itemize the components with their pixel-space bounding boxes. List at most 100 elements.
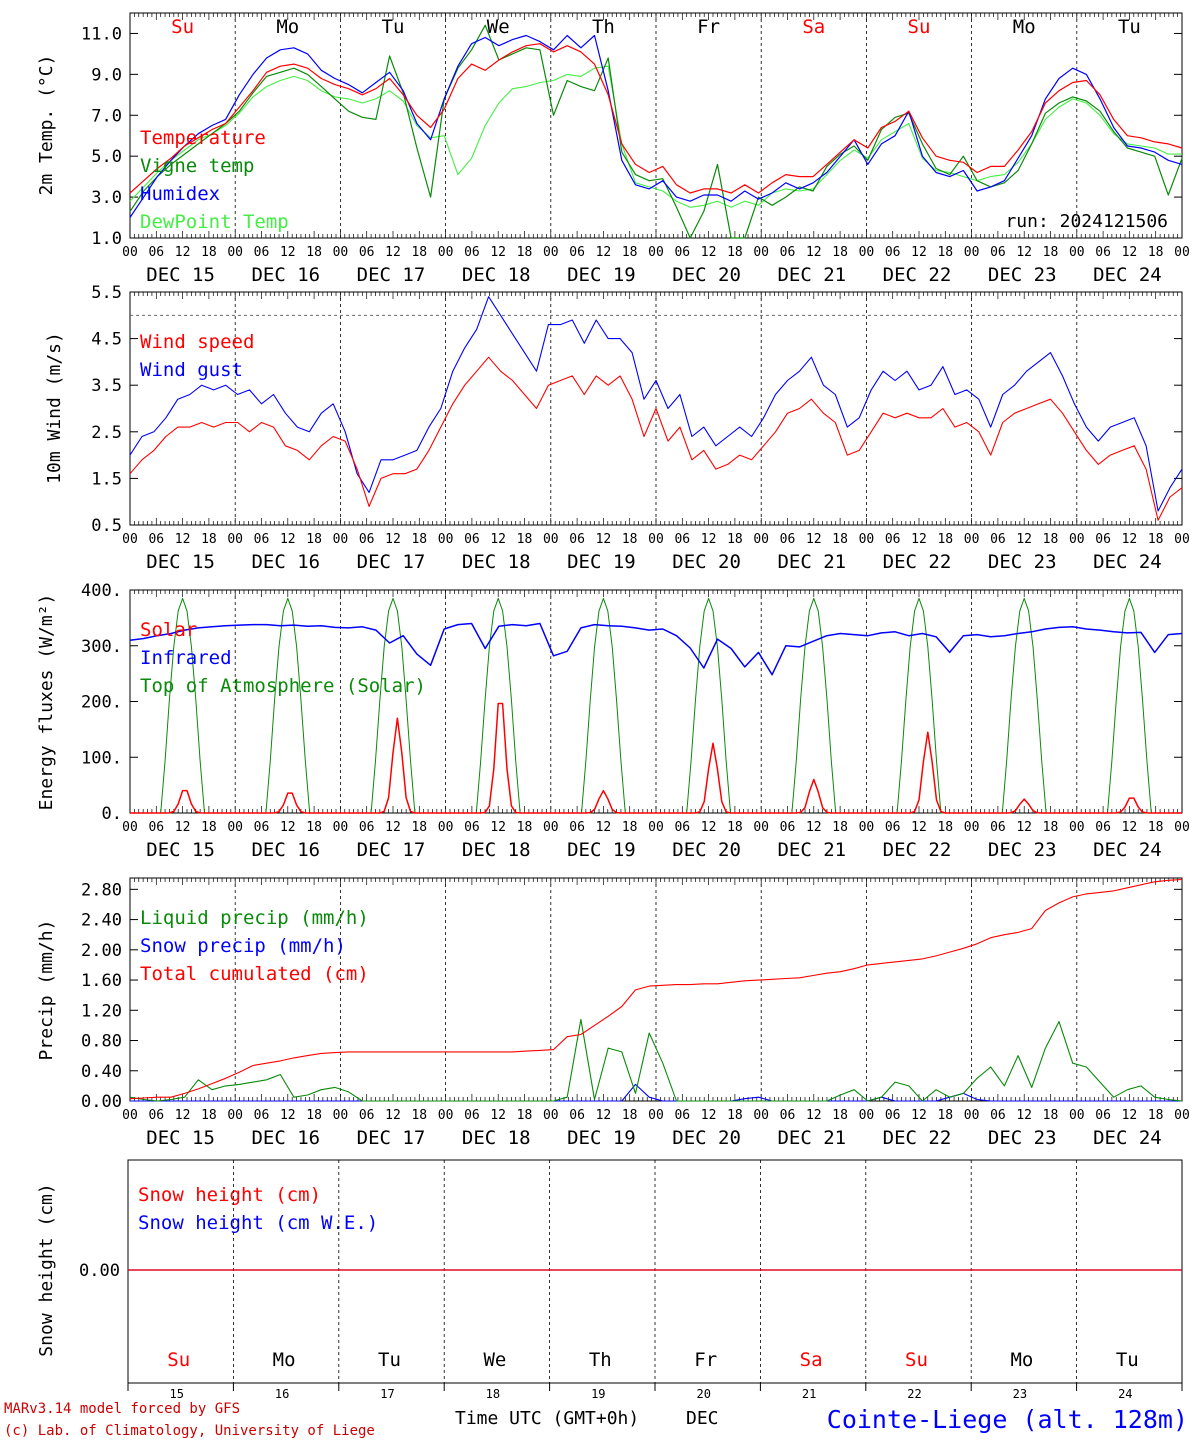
temperature-ylabel: 2m Temp. (°C)	[36, 55, 57, 196]
hour-label: 06	[569, 245, 585, 260]
hour-label: 18	[727, 820, 743, 835]
y-tick-label: 2.00	[81, 941, 122, 961]
hour-label: 12	[490, 532, 506, 547]
hour-label: 06	[569, 820, 585, 835]
hour-label: 06	[569, 1108, 585, 1123]
hour-label: 00	[122, 820, 138, 835]
hour-label: 06	[885, 245, 901, 260]
hour-label: 12	[701, 245, 717, 260]
y-tick-label: 9.0	[91, 65, 122, 85]
hour-label: 06	[359, 532, 375, 547]
weekday-label: Fr	[694, 1349, 717, 1371]
hour-label: 12	[701, 820, 717, 835]
hour-label: 06	[254, 1108, 270, 1123]
hour-label: 00	[122, 532, 138, 547]
hour-label: 12	[490, 1108, 506, 1123]
weekday-label: We	[483, 1349, 506, 1371]
hour-label: 18	[937, 820, 953, 835]
date-label: DEC 20	[672, 551, 741, 573]
date-label: DEC 20	[672, 1127, 741, 1149]
hour-label: 12	[385, 245, 401, 260]
hour-label: 12	[806, 1108, 822, 1123]
x-axis-month: DEC	[686, 1408, 719, 1429]
date-label: DEC 24	[1093, 1127, 1162, 1149]
hour-label: 18	[201, 245, 217, 260]
hour-label: 06	[780, 1108, 796, 1123]
legend-liquid-precip: Liquid precip (mm/h)	[140, 907, 369, 929]
weekday-label: Th	[589, 1349, 612, 1371]
precip-panel: 00 06 12 18 00 06 12 18 00 06 12 18 00 06 12 18 00 06 12 18…	[36, 877, 1190, 1149]
hour-label: 06	[885, 820, 901, 835]
hour-label: 00	[1069, 820, 1085, 835]
hour-label: 00	[859, 532, 875, 547]
hour-label: 18	[201, 1108, 217, 1123]
hour-label: 12	[385, 532, 401, 547]
energy-legend: Solar Infrared Top of Atmosphere (Solar)	[140, 619, 426, 697]
date-label: DEC 21	[777, 839, 846, 861]
hour-label: 18	[517, 1108, 533, 1123]
legend-snow-height-we: Snow height (cm W.E.)	[138, 1212, 378, 1234]
weekday-label: Mo	[276, 16, 299, 38]
hour-label: 12	[490, 245, 506, 260]
hour-label: 00	[122, 245, 138, 260]
hour-label: 00	[438, 532, 454, 547]
date-label: DEC 15	[146, 839, 215, 861]
hour-label: 06	[464, 245, 480, 260]
solar-line	[130, 702, 1182, 814]
hour-label: 18	[1148, 245, 1164, 260]
date-label: DEC 19	[567, 1127, 636, 1149]
hour-label: 18	[201, 820, 217, 835]
hour-label: 06	[464, 1108, 480, 1123]
day-number: 15	[169, 1387, 183, 1401]
hour-label: 12	[175, 532, 191, 547]
hour-label: 18	[411, 245, 427, 260]
plot-area: 00 06 12 18 00 06 12 18 00 06 12 18 00 06 12 18 00 06 12 18…	[91, 283, 1190, 573]
weekday-label: Th	[592, 16, 615, 38]
legend-temperature: Temperature	[140, 127, 266, 149]
y-tick-label: 0.80	[81, 1032, 122, 1052]
footer: MARv3.14 model forced by GFS (c) Lab. of…	[4, 1401, 1188, 1439]
hour-label: 18	[937, 1108, 953, 1123]
temperature-frame	[129, 12, 1183, 239]
hour-label: 18	[1043, 820, 1059, 835]
y-tick-label: 2.5	[91, 423, 122, 443]
hour-label: 06	[148, 820, 164, 835]
y-tick-label: 7.0	[91, 106, 122, 126]
lab-credit: (c) Lab. of Climatology, University of L…	[4, 1423, 375, 1439]
hour-label: 06	[1095, 1108, 1111, 1123]
day-number: 21	[802, 1387, 816, 1401]
date-label: DEC 19	[567, 264, 636, 286]
hour-label: 00	[753, 245, 769, 260]
hour-label: 00	[1069, 245, 1085, 260]
hour-label: 06	[780, 245, 796, 260]
weekday-label: Su	[908, 16, 931, 38]
hour-label: 06	[1095, 245, 1111, 260]
day-number: 17	[380, 1387, 394, 1401]
day-number: 22	[907, 1387, 921, 1401]
hour-label: 06	[1095, 532, 1111, 547]
hour-label: 06	[569, 532, 585, 547]
hour-label: 06	[148, 532, 164, 547]
y-tick-label: 1.20	[81, 1001, 122, 1021]
hour-label: 06	[1095, 820, 1111, 835]
hour-label: 00	[227, 1108, 243, 1123]
date-label: DEC 21	[777, 264, 846, 286]
y-tick-label: 0.00	[81, 1092, 122, 1112]
hour-label: 18	[832, 1108, 848, 1123]
plot-area: 00 06 12 18 00 06 12 18 00 06 12 18 00 06 12 18 00 06 12 18…	[81, 581, 1190, 861]
hour-label: 00	[438, 820, 454, 835]
total-cumulated-cm--line	[129, 878, 1183, 1100]
weekday-label: Sa	[802, 16, 825, 38]
hour-label: 12	[280, 820, 296, 835]
legend-wind-speed: Wind speed	[140, 331, 254, 353]
hour-label: 06	[885, 1108, 901, 1123]
hour-label: 06	[674, 245, 690, 260]
y-tick-label: 2.40	[81, 911, 122, 931]
hour-label: 18	[727, 1108, 743, 1123]
hour-label: 00	[1174, 820, 1190, 835]
energy-frame	[129, 589, 1183, 814]
date-label: DEC 23	[988, 264, 1057, 286]
legend-vigne-temp: Vigne temp	[140, 155, 254, 177]
weekday-label: Tu	[378, 1349, 401, 1371]
hour-label: 12	[1122, 532, 1138, 547]
